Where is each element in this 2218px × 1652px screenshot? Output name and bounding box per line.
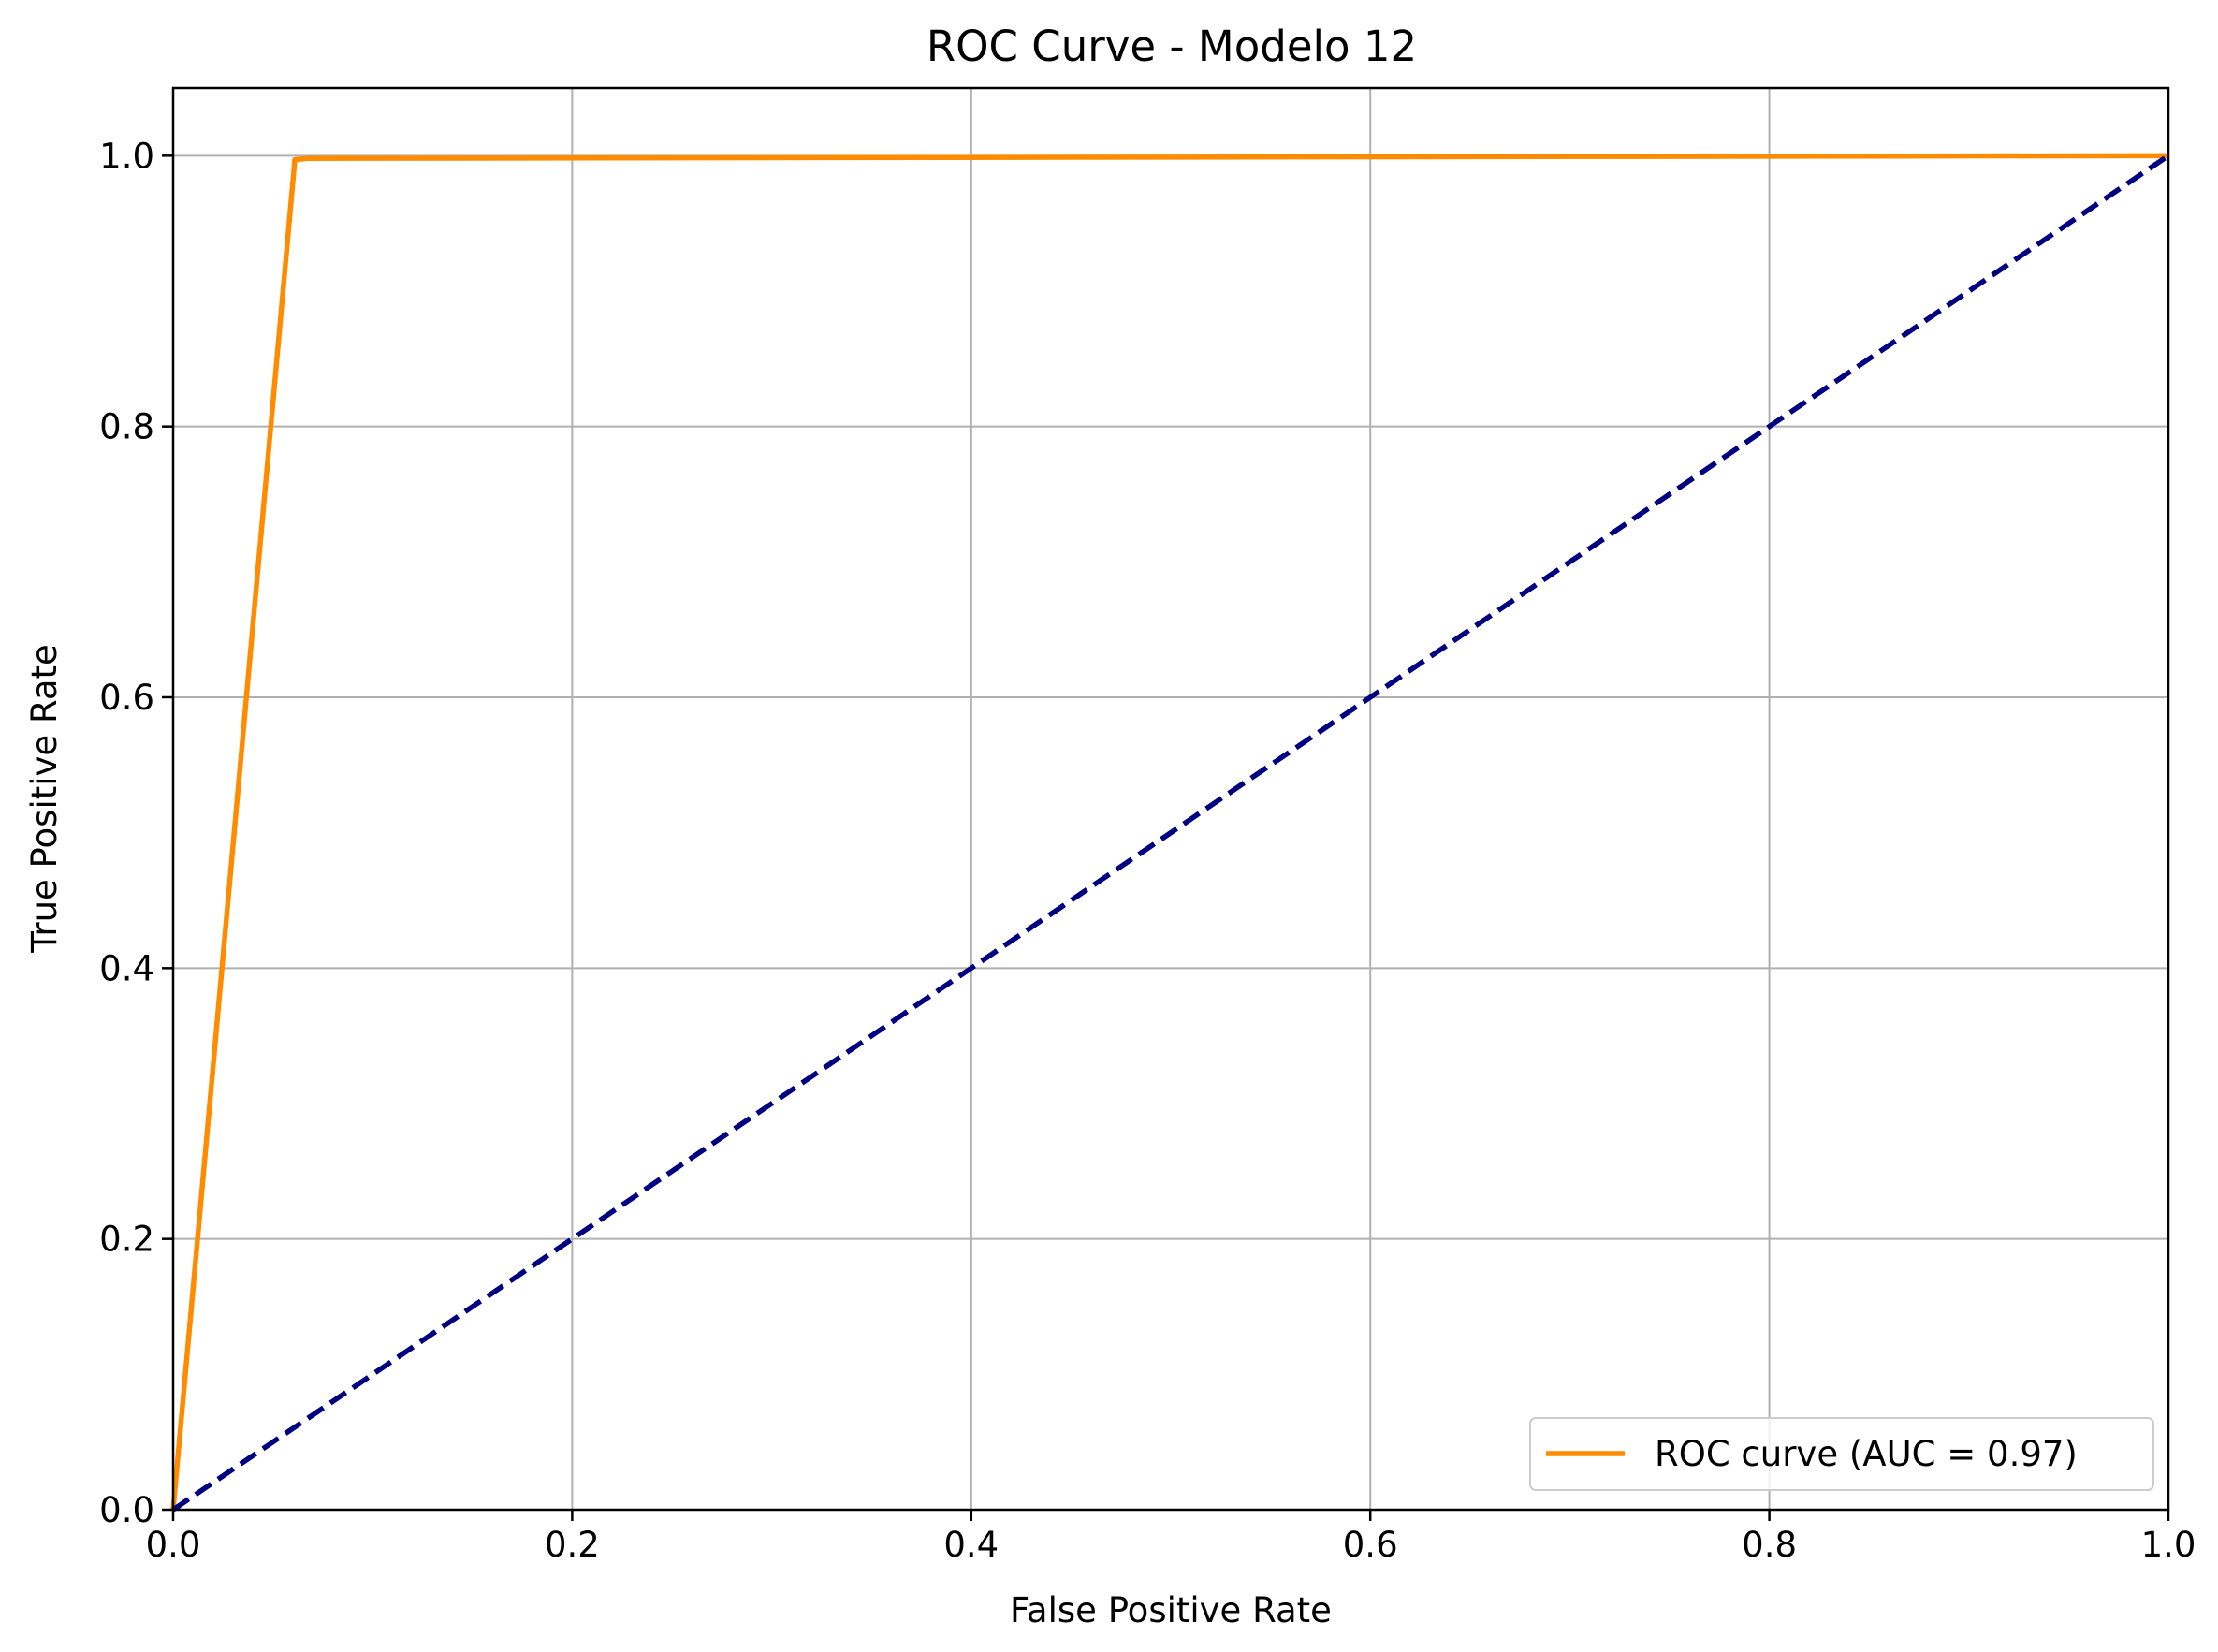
y-tick-label: 0.0 <box>99 1490 154 1530</box>
y-tick-label: 0.2 <box>99 1220 154 1260</box>
x-tick-label: 0.2 <box>545 1525 600 1565</box>
x-tick-label: 0.8 <box>1742 1525 1797 1565</box>
x-tick-label: 1.0 <box>2141 1525 2196 1565</box>
x-axis-ticks: 0.0 0.2 0.4 0.6 0.8 1.0 <box>146 1510 2196 1565</box>
legend: ROC curve (AUC = 0.97) <box>1529 1417 2154 1491</box>
x-tick-label: 0.6 <box>1343 1525 1398 1565</box>
y-axis-label: True Positive Rate <box>24 644 65 954</box>
legend-label-roc-curve: ROC curve (AUC = 0.97) <box>1655 1434 2078 1474</box>
x-tick-label: 0.4 <box>943 1525 999 1565</box>
y-tick-label: 0.6 <box>99 678 154 718</box>
y-tick-label: 1.0 <box>99 136 154 176</box>
roc-curve-line <box>170 153 2169 1511</box>
grid-lines <box>172 88 2169 1511</box>
legend-box <box>1529 1417 2154 1491</box>
chance-diagonal-line <box>171 154 2170 1513</box>
series-lines <box>170 153 2170 1513</box>
y-tick-label: 0.8 <box>99 407 154 447</box>
chart-title: ROC Curve - Modelo 12 <box>927 22 1417 71</box>
y-tick-label: 0.4 <box>99 948 154 988</box>
x-axis-label: False Positive Rate <box>1010 1590 1332 1630</box>
plot-area-frame <box>171 86 2170 1512</box>
y-axis-ticks: 0.0 0.2 0.4 0.6 0.8 1.0 <box>99 136 173 1530</box>
x-tick-label: 0.0 <box>146 1525 201 1565</box>
